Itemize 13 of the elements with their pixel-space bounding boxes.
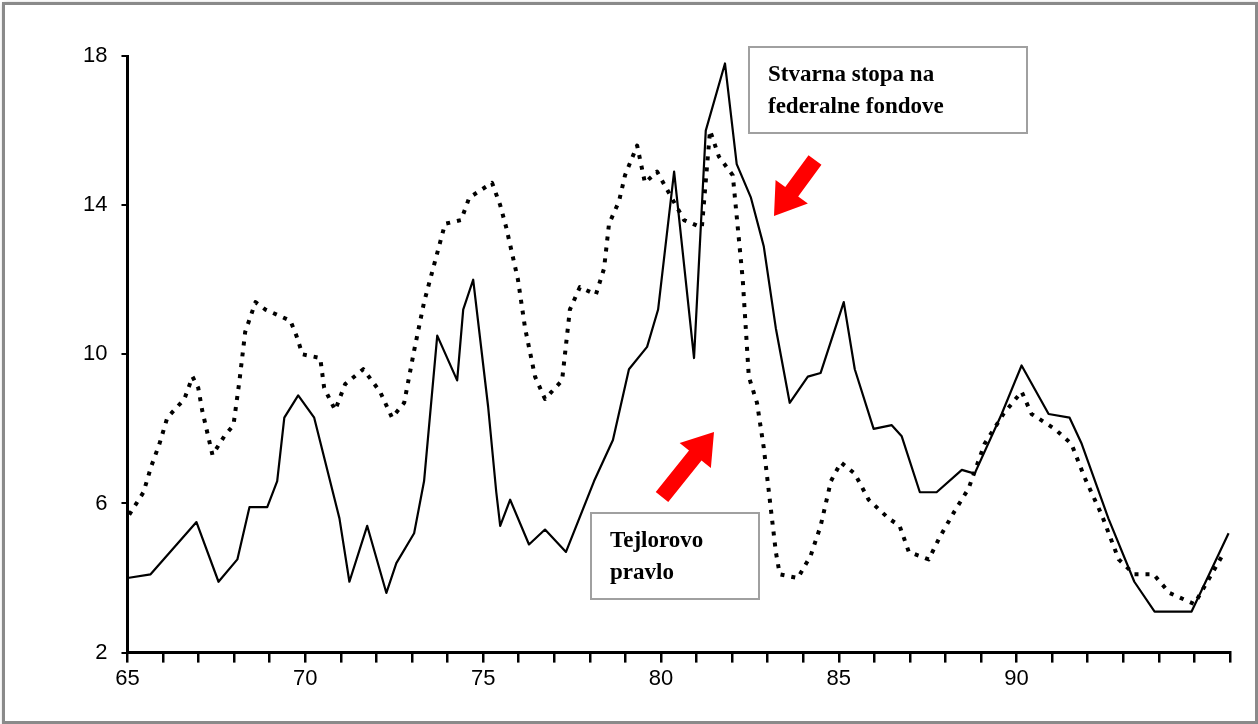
y-tick-label: 2 [95, 638, 108, 664]
x-tick-label: 75 [470, 664, 496, 690]
x-tick-label: 90 [1004, 664, 1029, 690]
y-tick-label: 6 [95, 489, 108, 515]
y-tick-label: 14 [82, 191, 108, 217]
x-tick-label: 85 [826, 664, 852, 690]
text-box: Stvarna stopa na federalne fondove [748, 46, 1028, 134]
y-tick-label: 10 [82, 340, 108, 366]
y-tick-label: 18 [82, 42, 108, 68]
text-box: Tejlorovo pravlo [590, 512, 760, 600]
x-tick-label: 65 [115, 664, 140, 690]
x-tick-label: 80 [648, 664, 674, 690]
x-tick-label: 70 [293, 664, 318, 690]
